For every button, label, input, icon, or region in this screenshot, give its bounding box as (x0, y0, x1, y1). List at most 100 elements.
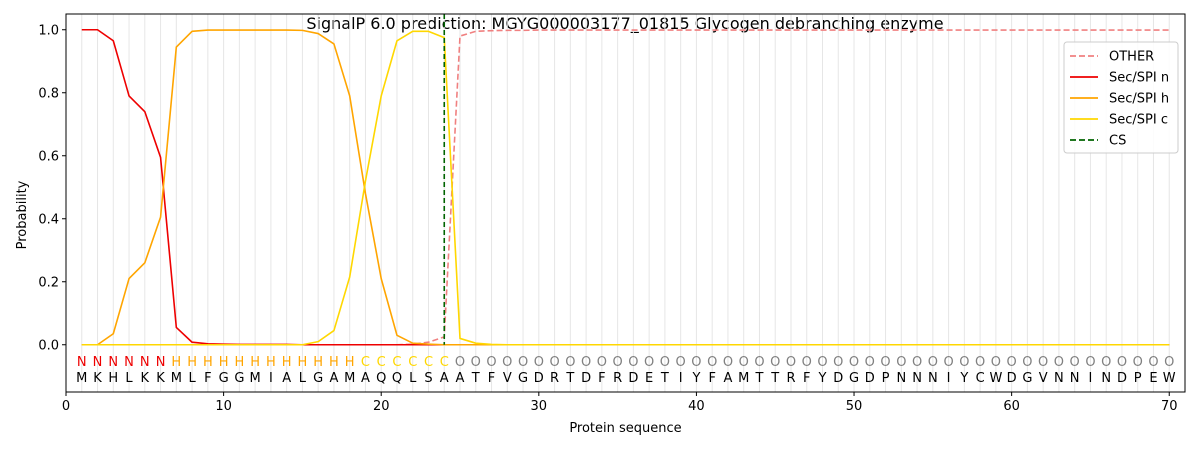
residue-label: N (1070, 371, 1080, 386)
residue-label: Y (818, 371, 827, 386)
residue-label: T (565, 371, 574, 386)
region-label: N (108, 355, 118, 370)
region-label: O (912, 355, 922, 370)
y-tick-label: 0.8 (38, 86, 59, 101)
x-axis-label: Protein sequence (569, 421, 681, 436)
region-label: O (613, 355, 623, 370)
residue-label: H (108, 371, 118, 386)
region-label: O (1117, 355, 1127, 370)
region-label: O (991, 355, 1001, 370)
region-label: H (234, 355, 244, 370)
residue-label: N (1054, 371, 1064, 386)
region-label: H (266, 355, 276, 370)
region-label: C (377, 355, 386, 370)
residue-label: Y (691, 371, 700, 386)
residue-label: G (518, 371, 528, 386)
region-label: O (628, 355, 638, 370)
residue-label: L (125, 371, 133, 386)
region-label: N (140, 355, 150, 370)
residue-label: M (171, 371, 182, 386)
region-label: O (896, 355, 906, 370)
plot-frame (65, 13, 1186, 393)
region-label: O (943, 355, 953, 370)
x-tick-label: 50 (846, 399, 863, 414)
region-label: O (849, 355, 859, 370)
residue-label: T (471, 371, 480, 386)
region-label: O (1038, 355, 1048, 370)
legend: OTHER Sec/SPI n Sec/SPI h Sec/SPI c CS (1063, 41, 1179, 154)
region-label: C (361, 355, 370, 370)
residue-label: E (1149, 371, 1157, 386)
region-label: O (739, 355, 749, 370)
region-label: O (581, 355, 591, 370)
residue-label: A (329, 371, 338, 386)
region-label: O (975, 355, 985, 370)
legend-box (1063, 41, 1179, 154)
region-label: O (865, 355, 875, 370)
y-tick-label: 0.0 (38, 338, 59, 353)
region-label: O (471, 355, 481, 370)
region-label: O (455, 355, 465, 370)
region-label: N (93, 355, 103, 370)
residue-label: L (188, 371, 196, 386)
residue-label: G (1022, 371, 1032, 386)
residue-label: P (882, 371, 890, 386)
residue-label: F (488, 371, 495, 386)
region-label: O (786, 355, 796, 370)
residue-label: M (738, 371, 749, 386)
y-tick-label: 1.0 (38, 23, 59, 38)
residue-label: L (409, 371, 417, 386)
residue-label: S (424, 371, 432, 386)
region-label: O (1101, 355, 1111, 370)
residue-label: I (947, 371, 951, 386)
region-label: O (754, 355, 764, 370)
residue-label: Q (392, 371, 402, 386)
region-label: O (880, 355, 890, 370)
region-label: O (549, 355, 559, 370)
residue-label: D (581, 371, 591, 386)
residue-label: M (344, 371, 355, 386)
residue-label: D (833, 371, 843, 386)
residue-label: M (250, 371, 261, 386)
x-tick-label: 30 (531, 399, 548, 414)
region-label: H (345, 355, 355, 370)
region-label: O (1054, 355, 1064, 370)
residue-label: D (1117, 371, 1127, 386)
residue-label: E (645, 371, 653, 386)
series-line-sec-spi-h (81, 29, 1170, 346)
legend-label: CS (1109, 134, 1126, 149)
residue-label: F (708, 371, 715, 386)
residue-label: I (1089, 371, 1093, 386)
residue-label: V (1039, 371, 1048, 386)
axes: 0 10 20 30 40 50 60 70 0.0 0.2 0.4 0.6 0.8 1.0 (38, 23, 1177, 414)
residue-label: M (76, 371, 87, 386)
residue-label: T (660, 371, 669, 386)
residue-label: K (156, 371, 165, 386)
region-label: H (171, 355, 181, 370)
region-label: O (660, 355, 670, 370)
residue-label: F (204, 371, 211, 386)
sequence-labels: NMNKNHNLNKNKHMHLHFHGHGHMHIHAHLHGHAHMCACQ… (76, 355, 1176, 386)
region-label: O (1022, 355, 1032, 370)
region-label: O (802, 355, 812, 370)
legend-label: OTHER (1109, 50, 1154, 65)
region-label: O (928, 355, 938, 370)
region-label: O (597, 355, 607, 370)
x-tick-label: 10 (215, 399, 232, 414)
region-label: H (329, 355, 339, 370)
region-label: O (833, 355, 843, 370)
residue-label: A (282, 371, 291, 386)
residue-label: A (456, 371, 465, 386)
residue-label: N (912, 371, 922, 386)
region-label: O (644, 355, 654, 370)
region-label: N (124, 355, 134, 370)
region-label: N (156, 355, 166, 370)
residue-label: N (896, 371, 906, 386)
residue-label: D (534, 371, 544, 386)
residue-label: D (1007, 371, 1017, 386)
region-label: O (1070, 355, 1080, 370)
region-label: O (486, 355, 496, 370)
residue-label: G (234, 371, 244, 386)
region-label: C (424, 355, 433, 370)
